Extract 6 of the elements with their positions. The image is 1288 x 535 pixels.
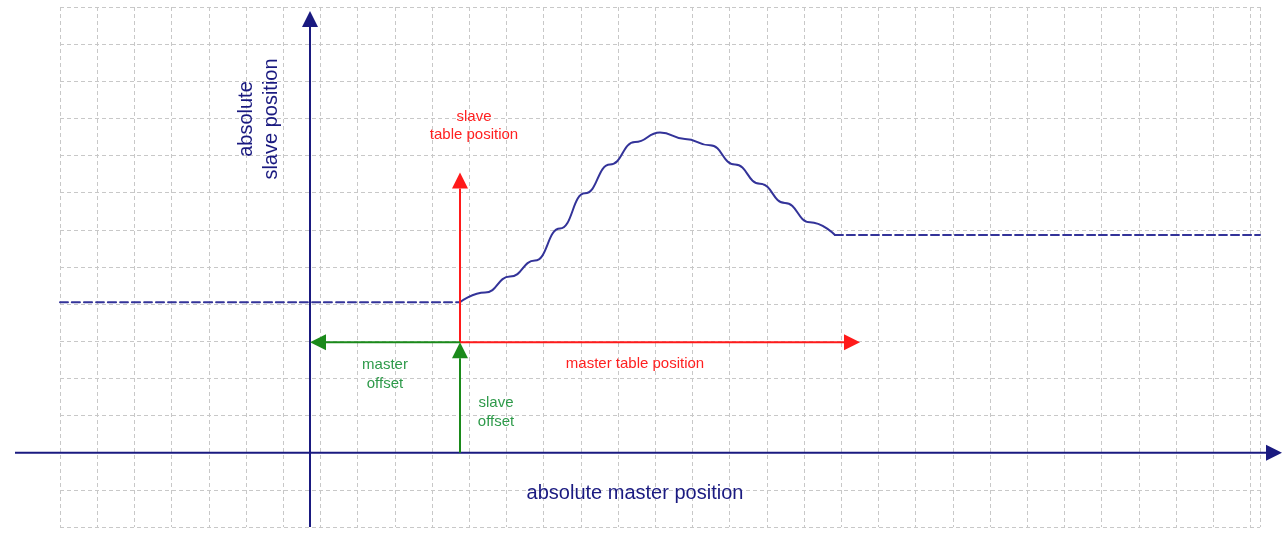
- annotation: slave table position: [429, 106, 519, 145]
- y-axis-title: absolute slave position: [233, 58, 282, 180]
- annotation: slave offset: [477, 393, 515, 431]
- annotation: master offset: [362, 355, 408, 393]
- annotation: master table position: [565, 353, 705, 373]
- x-axis-title: absolute master position: [526, 479, 744, 505]
